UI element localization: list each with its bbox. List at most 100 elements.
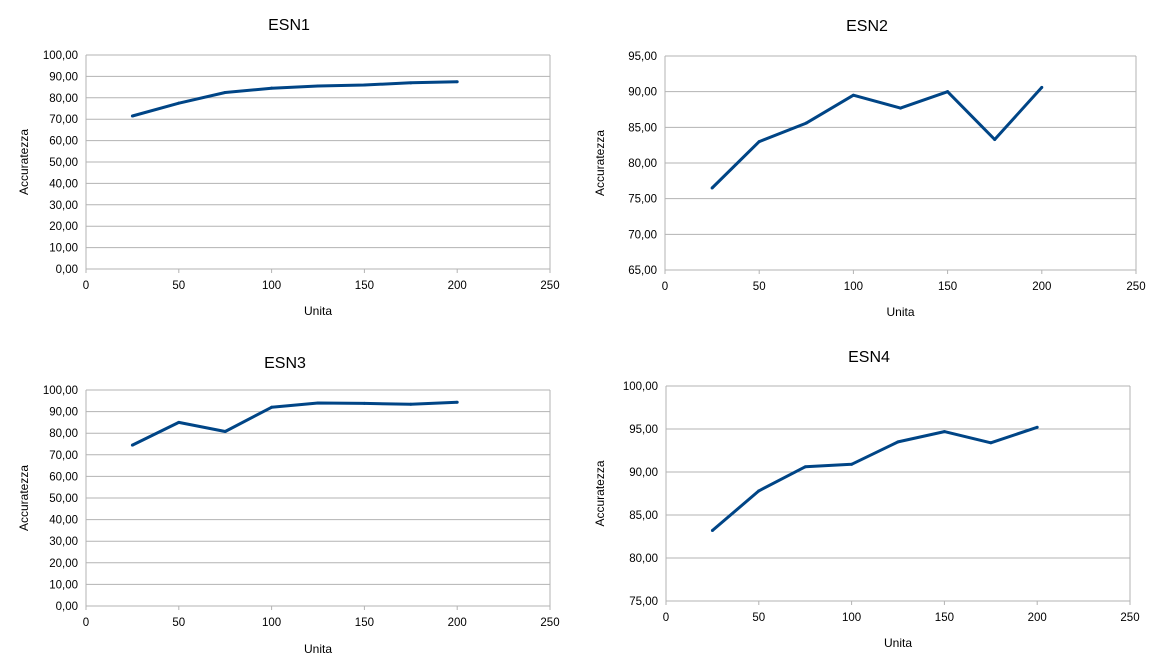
x-tick-label: 100 bbox=[262, 280, 281, 292]
y-tick-label: 50,00 bbox=[49, 157, 78, 169]
y-tick-label: 95,00 bbox=[628, 51, 657, 63]
x-tick-label: 200 bbox=[1032, 281, 1051, 293]
chart-esn2: ESN2 65,00 70,00 75,00 80,00 85,00 90,00 95,00 0… bbox=[576, 0, 1152, 331]
x-tick-label: 250 bbox=[1120, 612, 1139, 624]
data-point bbox=[993, 137, 997, 141]
y-tick-label: 85,00 bbox=[629, 510, 658, 522]
x-axis-label: Unita bbox=[304, 642, 332, 656]
data-point bbox=[710, 186, 714, 190]
y-tick-label: 20,00 bbox=[49, 558, 78, 570]
y-tick-label: 90,00 bbox=[49, 71, 78, 83]
x-tick-label: 0 bbox=[83, 280, 89, 292]
series-line bbox=[131, 400, 458, 447]
data-point bbox=[899, 106, 902, 110]
data-point bbox=[177, 420, 181, 424]
data-point bbox=[316, 401, 320, 405]
data-point bbox=[130, 114, 134, 118]
chart-esn1: ESN1 0,00 10,00 20,00 30,00 40,00 50,00 60,00 70… bbox=[0, 0, 576, 331]
data-point bbox=[409, 81, 413, 85]
y-tick-label: 60,00 bbox=[49, 136, 78, 148]
x-tick-label: 0 bbox=[662, 281, 668, 293]
series-line bbox=[132, 80, 458, 118]
chart-esn4: ESN4 75,00 80,00 85,00 90,00 95,00 100,00 0 50 10… bbox=[576, 331, 1152, 662]
y-axis-label: Accuratezza bbox=[17, 129, 31, 195]
x-tick-label: 50 bbox=[752, 612, 765, 624]
series-line bbox=[711, 425, 1038, 532]
y-tick-label: 10,00 bbox=[49, 579, 78, 591]
chart-title: ESN1 bbox=[268, 17, 310, 34]
x-tick-label: 200 bbox=[1028, 612, 1047, 624]
y-tick-label: 40,00 bbox=[49, 515, 78, 527]
data-point bbox=[757, 489, 761, 493]
data-point bbox=[946, 90, 950, 94]
data-point bbox=[851, 93, 855, 97]
y-tick-label: 80,00 bbox=[49, 428, 78, 440]
chart-esn3-svg: ESN3 0,00 10,00 20,00 30,00 40,00 50,00 60,00 70… bbox=[17, 355, 560, 656]
data-point bbox=[362, 83, 366, 87]
y-tick-label: 75,00 bbox=[629, 596, 658, 608]
y-tick-label: 50,00 bbox=[49, 493, 78, 505]
y-tick-label: 80,00 bbox=[628, 158, 657, 170]
data-point bbox=[942, 430, 946, 434]
chart-esn4-svg: ESN4 75,00 80,00 85,00 90,00 95,00 100,00 0 50 10… bbox=[593, 349, 1140, 650]
data-point bbox=[803, 465, 807, 469]
y-tick-label: 40,00 bbox=[49, 178, 78, 190]
data-point bbox=[316, 84, 320, 88]
y-tick-label: 10,00 bbox=[49, 243, 78, 255]
chart-title: ESN2 bbox=[846, 18, 888, 35]
y-tick-label: 90,00 bbox=[49, 407, 78, 419]
x-tick-label: 0 bbox=[83, 617, 89, 629]
y-tick-label: 95,00 bbox=[629, 424, 658, 436]
x-tick-label: 100 bbox=[844, 281, 863, 293]
chart-esn1-svg: ESN1 0,00 10,00 20,00 30,00 40,00 50,00 60,00 70… bbox=[17, 17, 560, 318]
chart-title: ESN3 bbox=[264, 355, 306, 372]
y-tick-label: 80,00 bbox=[629, 553, 658, 565]
x-tick-label: 100 bbox=[842, 612, 861, 624]
y-tick-label: 100,00 bbox=[43, 385, 78, 397]
chart-esn2-svg: ESN2 65,00 70,00 75,00 80,00 85,00 90,00 95,00 0… bbox=[593, 18, 1146, 319]
y-tick-label: 90,00 bbox=[628, 87, 657, 99]
x-axis-label: Unita bbox=[304, 304, 332, 318]
y-tick-label: 70,00 bbox=[49, 450, 78, 462]
data-point bbox=[804, 121, 808, 125]
y-tick-label: 70,00 bbox=[628, 229, 657, 241]
data-point bbox=[223, 90, 227, 94]
y-axis-label: Accuratezza bbox=[593, 130, 607, 196]
data-point bbox=[455, 400, 459, 404]
x-tick-label: 50 bbox=[172, 280, 185, 292]
x-axis-label: Unita bbox=[884, 636, 912, 650]
x-tick-label: 150 bbox=[938, 281, 957, 293]
data-point bbox=[362, 401, 366, 405]
y-tick-label: 100,00 bbox=[623, 381, 658, 393]
y-tick-label: 75,00 bbox=[628, 194, 657, 206]
data-point bbox=[710, 528, 714, 532]
data-point bbox=[270, 405, 274, 409]
x-tick-label: 250 bbox=[1126, 281, 1145, 293]
y-tick-label: 30,00 bbox=[49, 536, 78, 548]
y-tick-label: 20,00 bbox=[49, 221, 78, 233]
y-tick-label: 80,00 bbox=[49, 93, 78, 105]
x-tick-label: 0 bbox=[663, 612, 669, 624]
data-point bbox=[1040, 85, 1044, 89]
y-tick-label: 60,00 bbox=[49, 471, 78, 483]
y-tick-label: 65,00 bbox=[628, 265, 657, 277]
y-tick-label: 0,00 bbox=[56, 264, 78, 276]
data-point bbox=[223, 429, 227, 433]
data-point bbox=[455, 80, 459, 84]
data-point bbox=[850, 462, 854, 466]
x-axis-label: Unita bbox=[886, 305, 914, 319]
data-point bbox=[270, 86, 274, 90]
data-point bbox=[409, 402, 413, 406]
data-point bbox=[177, 101, 181, 105]
chart-title: ESN4 bbox=[848, 349, 890, 366]
y-tick-label: 85,00 bbox=[628, 122, 657, 134]
chart-esn3: ESN3 0,00 10,00 20,00 30,00 40,00 50,00 60,00 70… bbox=[0, 331, 576, 662]
x-tick-label: 100 bbox=[262, 617, 281, 629]
series-line bbox=[711, 86, 1043, 190]
y-tick-label: 0,00 bbox=[56, 601, 78, 613]
x-tick-label: 50 bbox=[753, 281, 766, 293]
y-tick-label: 90,00 bbox=[629, 467, 658, 479]
data-point bbox=[1035, 425, 1039, 429]
data-point bbox=[757, 140, 761, 144]
y-tick-label: 100,00 bbox=[43, 50, 78, 62]
